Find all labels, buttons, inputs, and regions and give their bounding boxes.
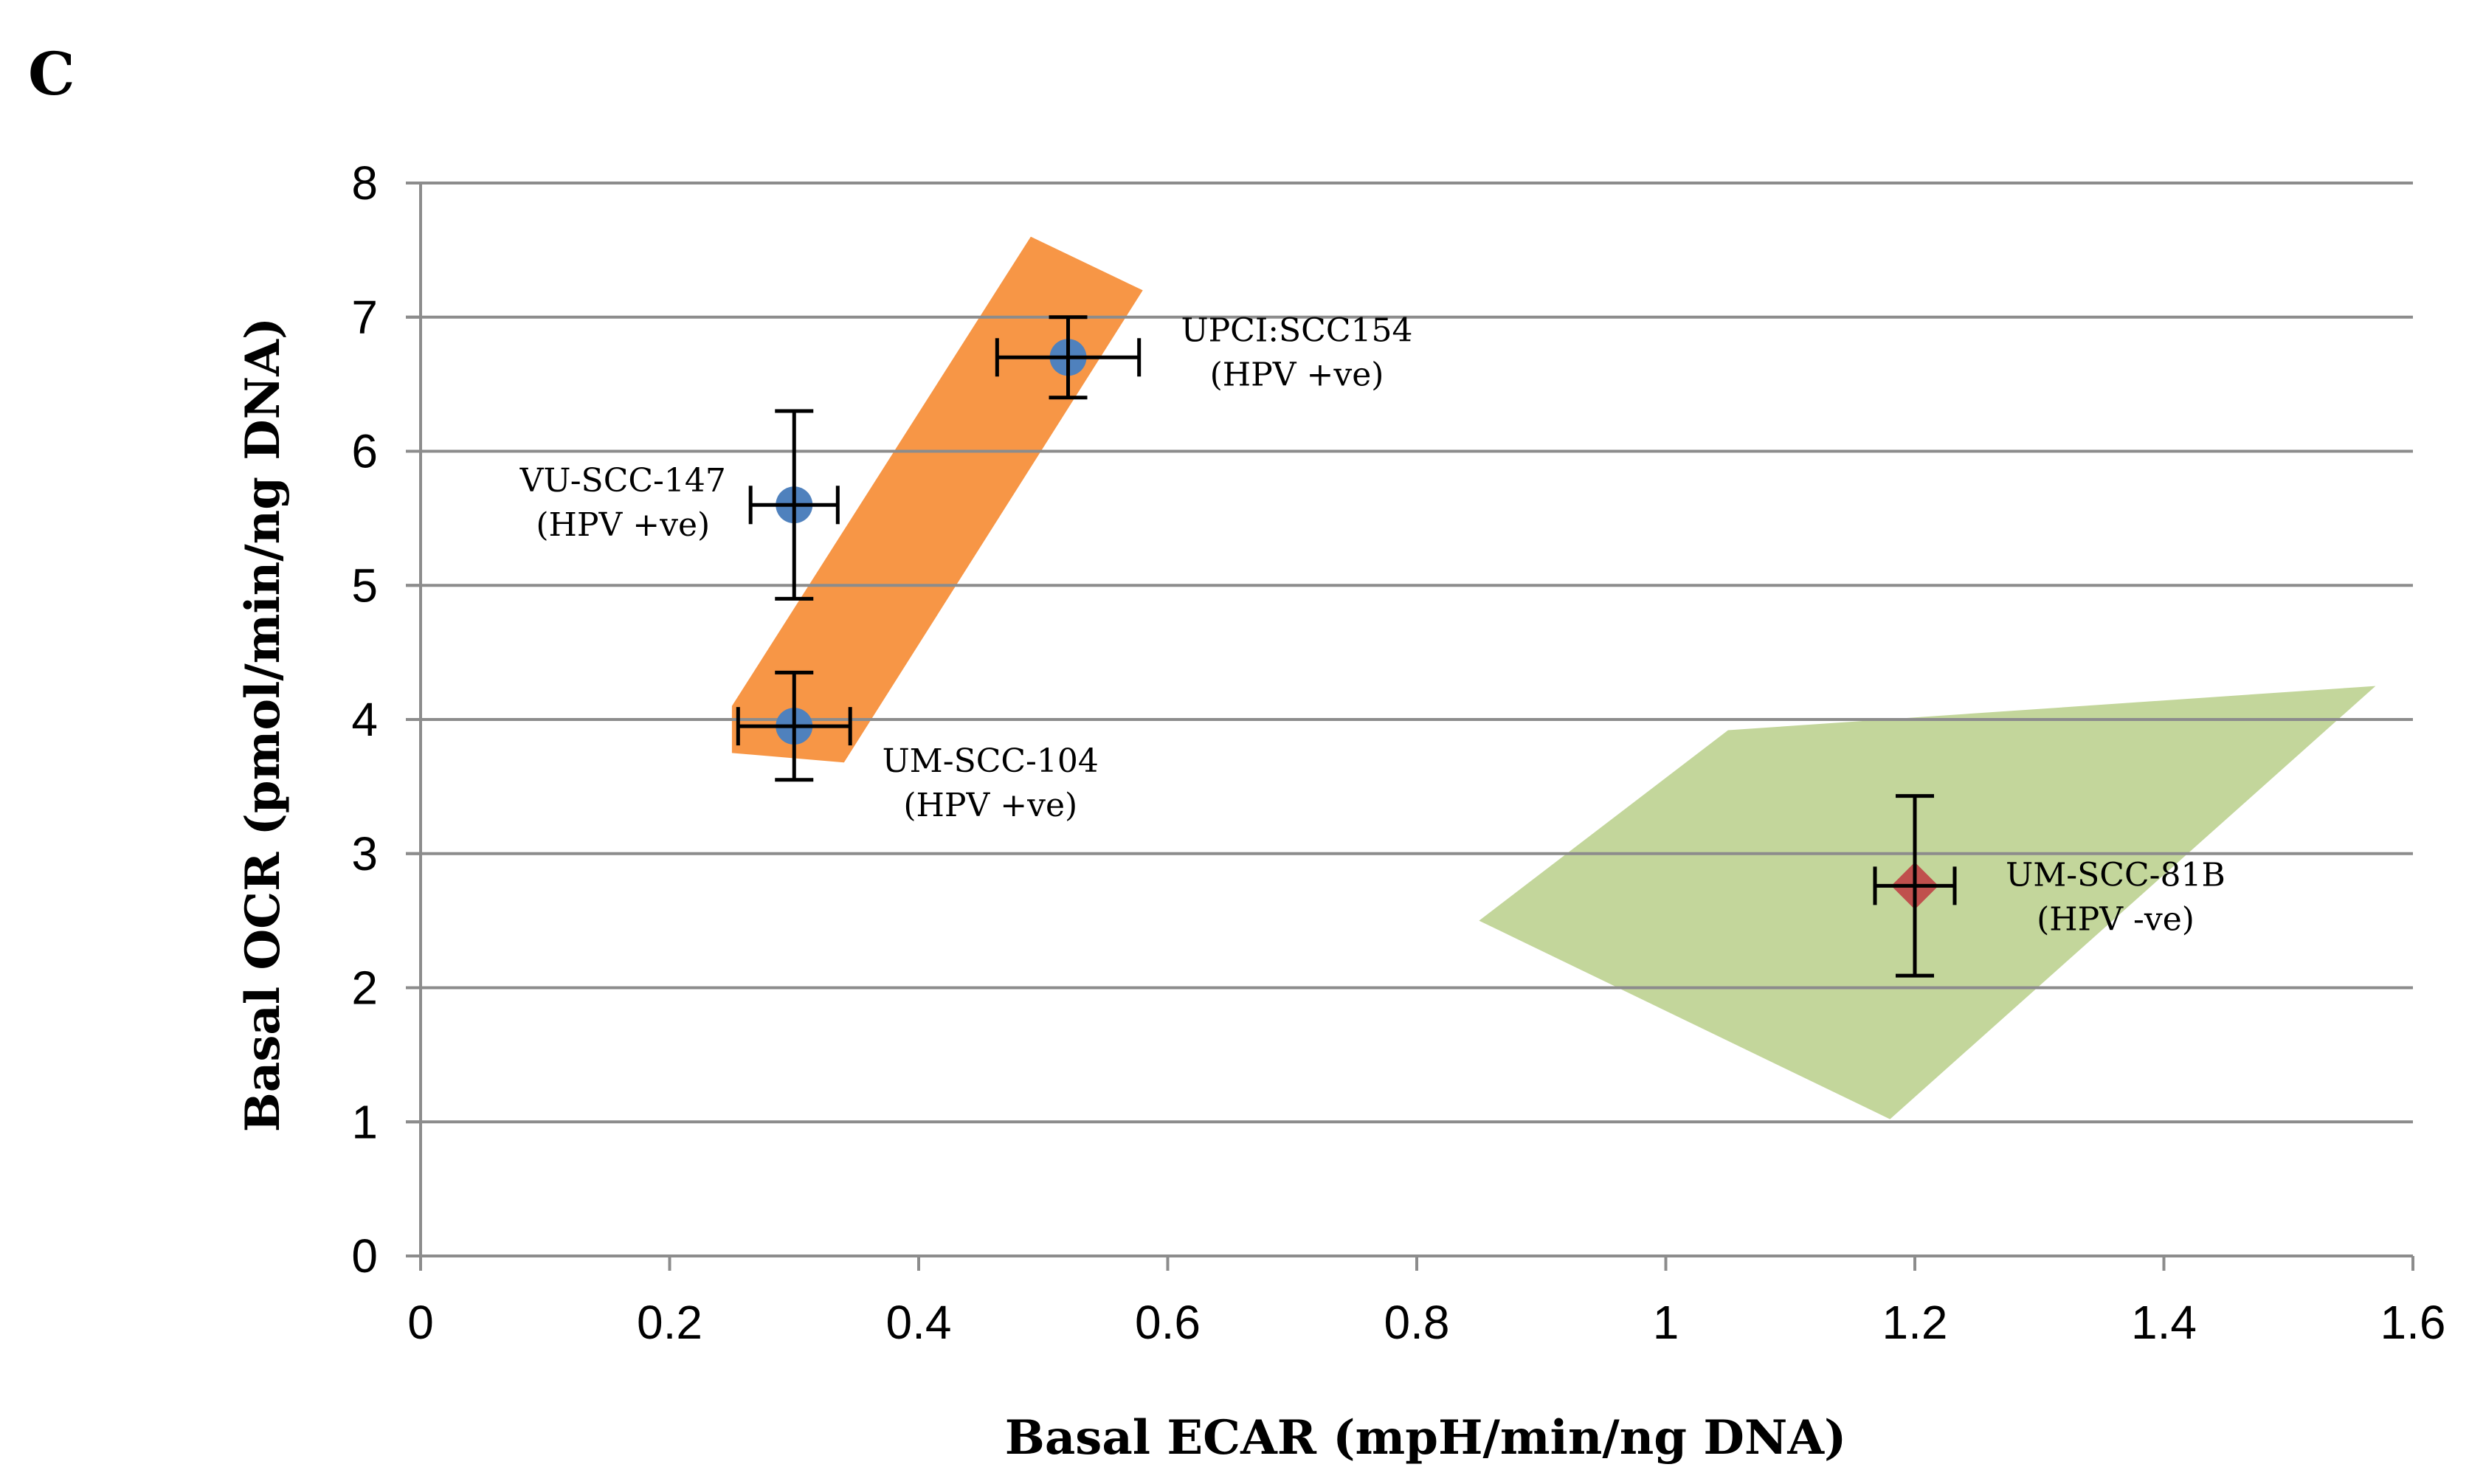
point-um-scc-81b — [1873, 794, 1957, 978]
x-tick-label: 0.4 — [886, 1296, 952, 1349]
y-tick-label: 0 — [351, 1229, 378, 1283]
x-tick-label: 0.8 — [1384, 1296, 1450, 1349]
y-tick-label: 5 — [351, 559, 378, 612]
label-um-scc-104-hpv: (HPV +ve) — [903, 787, 1077, 824]
label-vu-scc-147-name: VU-SCC-147 — [519, 462, 726, 500]
x-tick-label: 0.6 — [1135, 1296, 1201, 1349]
shaded-regions — [731, 236, 2376, 1119]
x-tick-label: 1.4 — [2131, 1296, 2197, 1349]
point-vu-scc-147 — [748, 409, 840, 601]
x-tick-label: 0.2 — [637, 1296, 702, 1349]
x-tick-label: 1 — [1653, 1296, 1679, 1349]
y-tick-label: 6 — [351, 425, 378, 478]
region-hpv-positive — [731, 236, 1143, 763]
label-um-scc-81b-hpv: (HPV -ve) — [2037, 900, 2195, 938]
point-um-scc-104 — [736, 670, 852, 782]
region-hpv-negative — [1479, 686, 2376, 1119]
point-upci-scc154 — [995, 315, 1142, 400]
y-tick-label: 3 — [351, 827, 378, 880]
y-tick-label: 2 — [351, 962, 378, 1015]
label-vu-scc-147-hpv: (HPV +ve) — [536, 506, 710, 544]
y-tick-label: 8 — [351, 156, 378, 210]
y-tick-label: 1 — [351, 1095, 378, 1148]
x-tick-label: 1.2 — [1882, 1296, 1948, 1349]
x-tick-label: 0 — [407, 1296, 434, 1349]
y-axis-title: Basal OCR (pmol/min/ng DNA) — [235, 317, 291, 1132]
x-tick-label: 1.6 — [2380, 1296, 2446, 1349]
label-upci-scc154-hpv: (HPV +ve) — [1210, 356, 1384, 393]
x-tick-labels: 0 0.2 0.4 0.6 0.8 1 1.2 1.4 1.6 — [407, 1296, 2445, 1349]
y-tick-label: 4 — [351, 693, 378, 746]
x-axis-title: Basal ECAR (mpH/min/ng DNA) — [1005, 1410, 1847, 1466]
y-tick-labels: 0 1 2 3 4 5 6 7 8 — [351, 156, 378, 1283]
data-points — [736, 315, 1957, 978]
label-um-scc-81b-name: UM-SCC-81B — [2006, 856, 2225, 894]
panel-letter: C — [28, 39, 75, 108]
label-upci-scc154-name: UPCI:SCC154 — [1181, 311, 1412, 349]
gridlines — [406, 182, 2413, 1124]
y-tick-label: 7 — [351, 291, 378, 344]
label-um-scc-104-name: UM-SCC-104 — [883, 742, 1099, 780]
point-labels: UPCI:SCC154 (HPV +ve) VU-SCC-147 (HPV +ve) U… — [519, 311, 2225, 938]
axes — [406, 182, 2414, 1271]
